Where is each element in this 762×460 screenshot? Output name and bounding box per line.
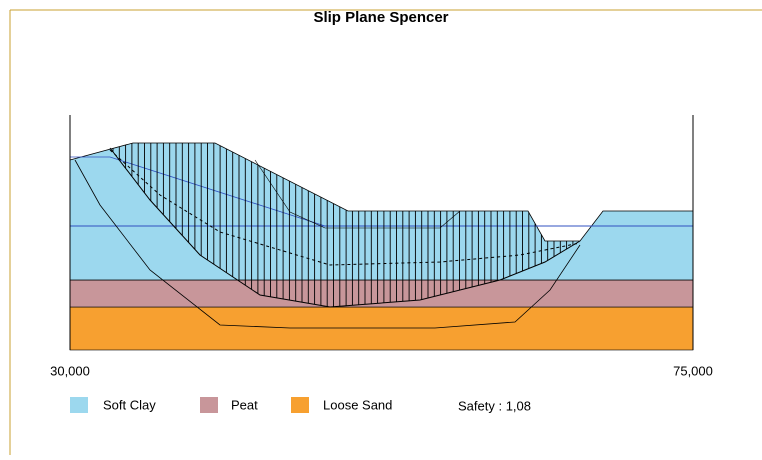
loose-sand-layer <box>69 306 694 351</box>
slip-curve <box>109 147 581 308</box>
legend-label: Peat <box>231 397 258 412</box>
safety-factor: Safety : 1,08 <box>458 398 531 413</box>
legend-swatch <box>291 397 309 413</box>
legend-label: Loose Sand <box>323 397 392 412</box>
legend-label: Soft Clay <box>103 397 156 412</box>
title: Slip Plane Spencer <box>313 9 448 26</box>
legend-swatch <box>70 397 88 413</box>
x-label: 30,000 <box>50 363 90 378</box>
x-label: 75,000 <box>673 363 713 378</box>
phreatic-upper <box>70 156 326 227</box>
outer-slip-curve <box>74 159 581 329</box>
dashed-line <box>109 149 581 266</box>
legend-swatch <box>200 397 218 413</box>
inner-line <box>254 159 461 229</box>
frame <box>9 9 762 455</box>
